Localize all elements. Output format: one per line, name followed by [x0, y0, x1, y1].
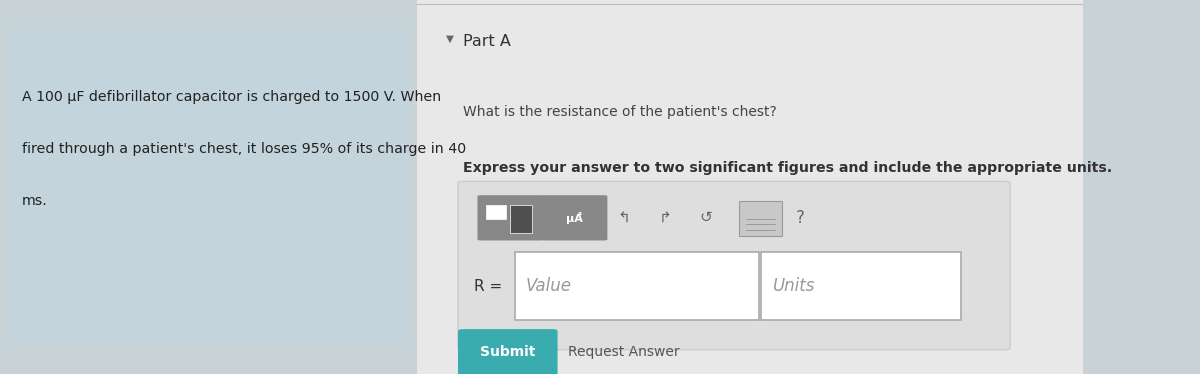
- Text: Request Answer: Request Answer: [569, 346, 680, 359]
- Text: Submit: Submit: [480, 346, 535, 359]
- Text: ms.: ms.: [22, 194, 48, 208]
- FancyBboxPatch shape: [8, 30, 409, 344]
- FancyBboxPatch shape: [458, 181, 1010, 350]
- FancyBboxPatch shape: [510, 205, 532, 233]
- Text: fired through a patient's chest, it loses 95% of its charge in 40: fired through a patient's chest, it lose…: [22, 142, 466, 156]
- FancyBboxPatch shape: [541, 195, 607, 240]
- Text: Value: Value: [526, 277, 572, 295]
- FancyBboxPatch shape: [478, 195, 544, 240]
- Text: ?: ?: [796, 209, 805, 227]
- Text: R =: R =: [474, 279, 503, 294]
- Text: ↰: ↰: [617, 210, 630, 226]
- Text: ↺: ↺: [700, 210, 712, 226]
- Text: A 100 μF defibrillator capacitor is charged to 1500 V. When: A 100 μF defibrillator capacitor is char…: [22, 90, 440, 104]
- FancyBboxPatch shape: [739, 201, 781, 236]
- FancyBboxPatch shape: [458, 329, 558, 374]
- Text: What is the resistance of the patient's chest?: What is the resistance of the patient's …: [463, 105, 778, 119]
- Text: Part A: Part A: [463, 34, 511, 49]
- Text: μÅ: μÅ: [566, 212, 583, 224]
- FancyBboxPatch shape: [416, 0, 1082, 374]
- FancyBboxPatch shape: [486, 205, 505, 219]
- FancyBboxPatch shape: [515, 252, 758, 320]
- Text: Units: Units: [772, 277, 815, 295]
- FancyBboxPatch shape: [761, 252, 961, 320]
- Text: ▼: ▼: [446, 34, 454, 44]
- Text: ↱: ↱: [659, 210, 671, 226]
- Text: Express your answer to two significant figures and include the appropriate units: Express your answer to two significant f…: [463, 161, 1112, 175]
